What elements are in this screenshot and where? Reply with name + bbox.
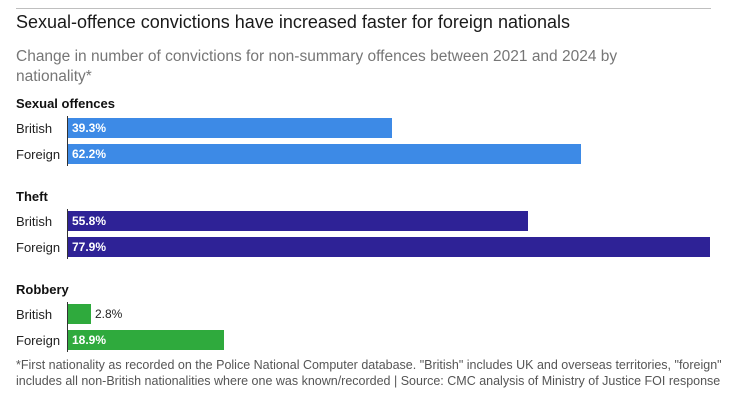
group-title: Robbery — [16, 282, 69, 297]
chart-title: Sexual-offence convictions have increase… — [16, 12, 570, 32]
category-label: British — [16, 214, 53, 229]
category-label: Foreign — [16, 333, 61, 348]
category-label: British — [16, 307, 53, 322]
chart-footnote: *First nationality as recorded on the Po… — [16, 358, 722, 388]
category-label: British — [16, 121, 53, 136]
bar — [68, 211, 528, 231]
category-label: Foreign — [16, 147, 61, 162]
axis-baseline — [67, 116, 68, 166]
data-label: 18.9% — [72, 333, 107, 347]
group-title: Sexual offences — [16, 96, 115, 111]
data-label: 2.8% — [95, 307, 123, 321]
top-rule — [16, 8, 711, 9]
group-title: Theft — [16, 189, 48, 204]
data-label: 55.8% — [72, 214, 107, 228]
chart-subtitle: Change in number of convictions for non-… — [16, 48, 618, 85]
category-label: Foreign — [16, 240, 61, 255]
data-label: 62.2% — [72, 147, 107, 161]
bar — [68, 118, 392, 138]
data-label: 77.9% — [72, 240, 107, 254]
bar — [68, 330, 224, 350]
axis-baseline — [67, 209, 68, 259]
axis-baseline — [67, 302, 68, 352]
bar — [68, 237, 710, 257]
bar — [68, 144, 581, 164]
bar — [68, 304, 91, 324]
data-label: 39.3% — [72, 121, 107, 135]
